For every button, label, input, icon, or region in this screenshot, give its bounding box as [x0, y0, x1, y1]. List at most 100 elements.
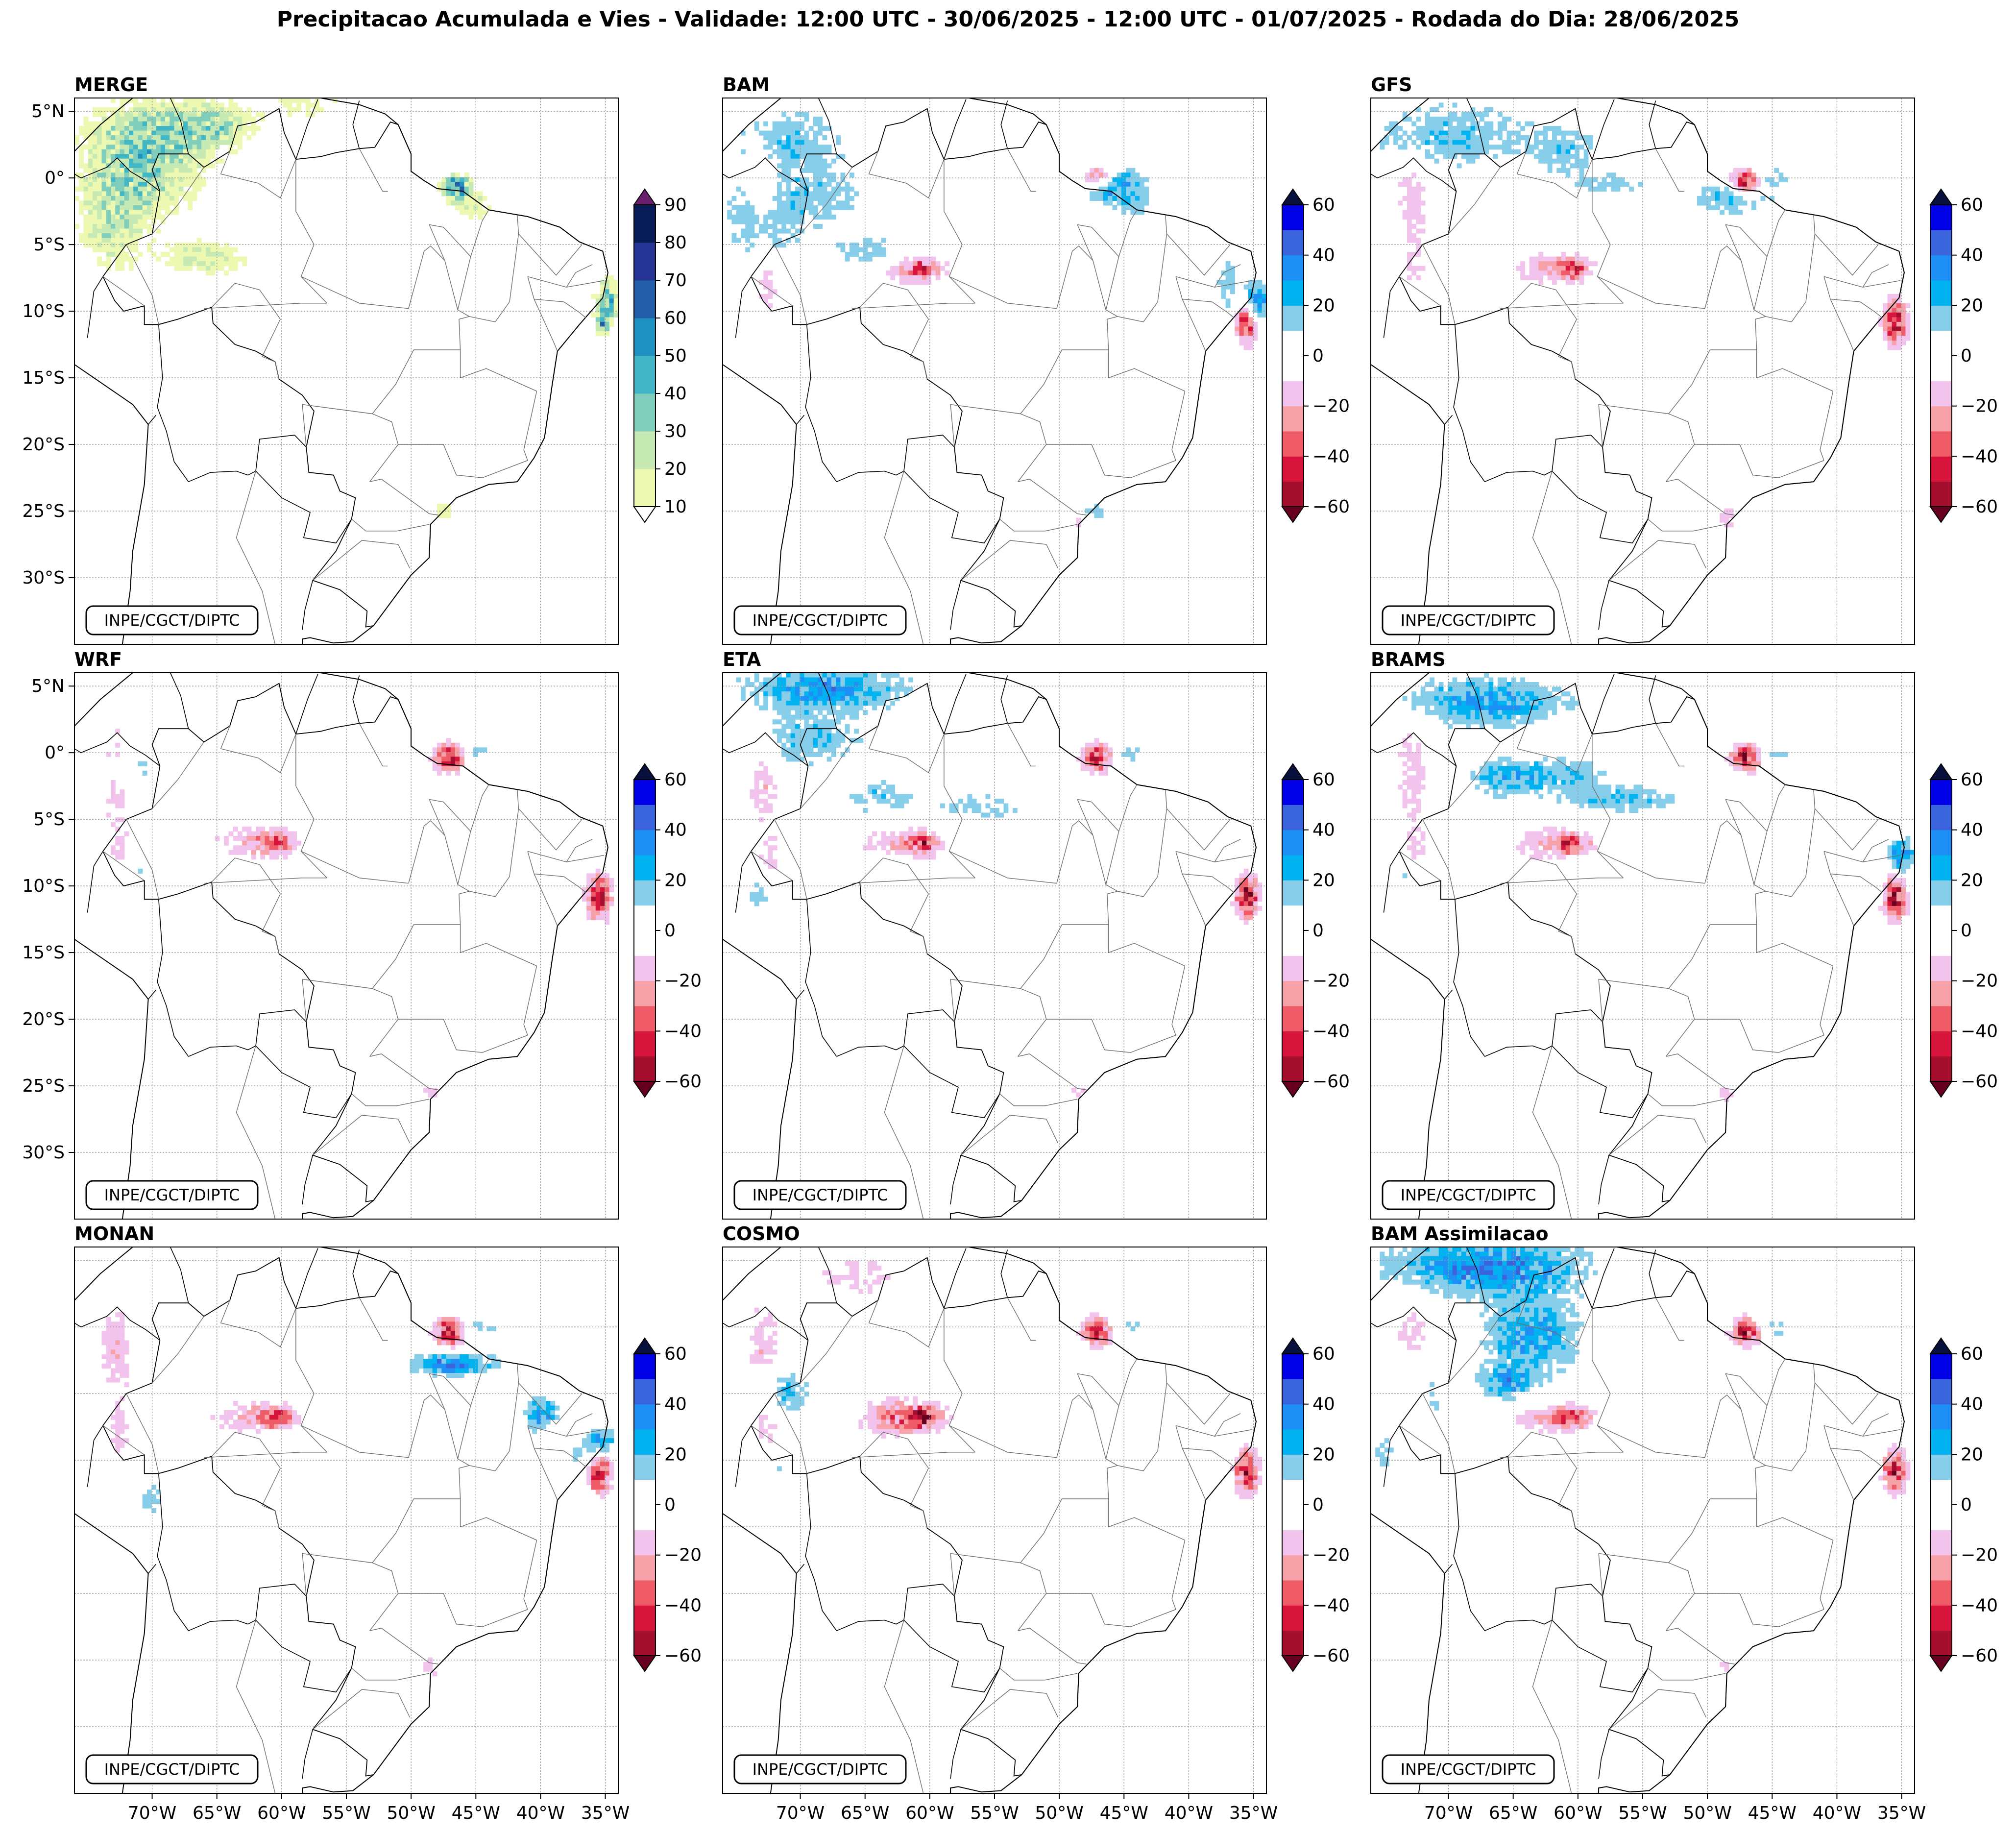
colorbar-tick-label: 60 [1312, 195, 1335, 215]
colorbar-tick-label: −20 [1312, 396, 1350, 416]
colorbar-tick-label: 0 [1312, 1495, 1324, 1515]
state-borders [751, 148, 1253, 644]
lon-tick-label: 40°W [1165, 1803, 1213, 1823]
lat-tick-label: 5°N [31, 676, 65, 696]
colorbar: −60 −40 −20 0 20 40 60 [1281, 1337, 1350, 1672]
lat-tick-label: 20°S [22, 1009, 65, 1029]
colorbar: −60 −40 −20 0 20 40 60 [1281, 188, 1350, 523]
svg-text:INPE/CGCT/DIPTC: INPE/CGCT/DIPTC [1401, 1186, 1536, 1204]
field-shading [1380, 102, 1911, 528]
lat-tick-label: 20°S [22, 435, 65, 455]
colorbar-tick-label: −60 [1312, 1072, 1350, 1092]
lon-tick-label: 65°W [841, 1803, 889, 1823]
colorbar-tick-label: −20 [1961, 1545, 1998, 1565]
credit-label: INPE/CGCT/DIPTC [733, 605, 907, 636]
lon-tick-label: 50°W [1035, 1803, 1083, 1823]
map-frame [1370, 672, 1915, 1220]
state-borders [751, 723, 1253, 1219]
country-borders [1371, 98, 1656, 630]
svg-text:INPE/CGCT/DIPTC: INPE/CGCT/DIPTC [104, 611, 240, 630]
lat-tick-label: 5°S [33, 809, 65, 830]
credit-label: INPE/CGCT/DIPTC [85, 1180, 259, 1210]
credit-label: INPE/CGCT/DIPTC [1382, 1754, 1555, 1785]
colorbar-tick-label: 60 [1312, 770, 1335, 790]
colorbar: −60 −40 −20 0 20 40 60 [1281, 763, 1350, 1098]
country-borders [723, 673, 1008, 1205]
colorbar-tick-label: 10 [664, 497, 687, 517]
svg-text:INPE/CGCT/DIPTC: INPE/CGCT/DIPTC [1401, 611, 1536, 630]
colorbar-tick-label: 20 [1961, 1444, 1983, 1465]
gridlines [723, 98, 1266, 644]
lon-tick-label: 55°W [322, 1803, 370, 1823]
field-shading [727, 112, 1266, 528]
colorbar: −60 −40 −20 0 20 40 60 [633, 1337, 702, 1672]
map-frame [74, 98, 619, 645]
colorbar-tick-label: 20 [1961, 295, 1983, 316]
country-borders [1371, 673, 1656, 1205]
colorbar-tick-label: 20 [664, 870, 687, 890]
colorbar-tick-label: 40 [1961, 820, 1983, 840]
colorbar-tick-label: −20 [1312, 1545, 1350, 1565]
colorbar-tick-label: 40 [1961, 245, 1983, 266]
panel-title: COSMO [723, 1223, 800, 1245]
lon-tick-label: 65°W [1489, 1803, 1537, 1823]
state-borders [1399, 148, 1901, 644]
colorbar-tick-label: 20 [1312, 295, 1335, 316]
colorbar-tick-label: 90 [664, 195, 687, 215]
colorbar-tick-label: 40 [664, 820, 687, 840]
colorbar-tick-label: 60 [664, 770, 687, 790]
country-borders [723, 98, 1008, 630]
lon-tick-label: 70°W [776, 1803, 825, 1823]
map-frame [722, 98, 1267, 645]
credit-label: INPE/CGCT/DIPTC [1382, 1180, 1555, 1210]
lat-tick-label: 25°S [22, 1076, 65, 1096]
lon-tick-label: 50°W [1683, 1803, 1731, 1823]
colorbar-tick-label: 50 [664, 346, 687, 366]
colorbar-tick-label: −60 [664, 1646, 702, 1666]
colorbar-tick-label: −40 [664, 1021, 702, 1041]
colorbar: −60 −40 −20 0 20 40 60 [1929, 763, 1998, 1098]
gridlines [1371, 1247, 1915, 1793]
colorbar-tick-label: −60 [1312, 1646, 1350, 1666]
lat-tick-label: 0° [45, 168, 65, 188]
colorbar-tick-label: −20 [664, 971, 702, 991]
panel-title: BAM Assimilacao [1371, 1223, 1549, 1245]
lon-tick-label: 60°W [257, 1803, 306, 1823]
colorbar-tick-label: −20 [664, 1545, 702, 1565]
colorbar-tick-label: −20 [1961, 971, 1998, 991]
colorbar-tick-label: −60 [664, 1072, 702, 1092]
colorbar-tick-label: −20 [1961, 396, 1998, 416]
colorbar-tick-label: 40 [1312, 820, 1335, 840]
state-borders [751, 1297, 1253, 1793]
lat-tick-label: 10°S [22, 301, 65, 321]
colorbar-tick-label: 20 [664, 1444, 687, 1465]
credit-label: INPE/CGCT/DIPTC [733, 1180, 907, 1210]
gridlines [723, 1247, 1266, 1793]
lon-tick-label: 40°W [516, 1803, 565, 1823]
colorbar-tick-label: 40 [1961, 1394, 1983, 1415]
map-panel-bam: BAM INPE/CGCT/DIPTC −60 −40 −20 0 20 40 60 [722, 74, 1350, 645]
lon-tick-label: 60°W [905, 1803, 954, 1823]
colorbar-tick-label: 40 [664, 1394, 687, 1415]
colorbar-tick-label: 60 [1312, 1344, 1335, 1364]
lon-tick-label: 40°W [1813, 1803, 1861, 1823]
colorbar-tick-label: 0 [1312, 346, 1324, 366]
lat-tick-label: 25°S [22, 501, 65, 521]
colorbar-tick-label: 80 [664, 233, 687, 253]
credit-label: INPE/CGCT/DIPTC [85, 605, 259, 636]
field-shading [74, 98, 618, 518]
colorbar-tick-label: 70 [664, 270, 687, 291]
lon-tick-label: 45°W [452, 1803, 500, 1823]
colorbar-tick-label: 0 [1961, 346, 1972, 366]
field-shading [1375, 1247, 1911, 1672]
colorbar-tick-label: −60 [1312, 497, 1350, 517]
gridlines [723, 673, 1266, 1219]
country-borders [723, 1247, 1008, 1779]
lat-tick-label: 0° [45, 743, 65, 763]
state-borders [102, 1297, 605, 1793]
lon-tick-label: 65°W [193, 1803, 241, 1823]
colorbar-tick-label: 0 [1312, 921, 1324, 941]
gridlines [1371, 98, 1915, 644]
colorbar-tick-label: 40 [1312, 1394, 1335, 1415]
colorbar-tick-label: 60 [664, 308, 687, 328]
